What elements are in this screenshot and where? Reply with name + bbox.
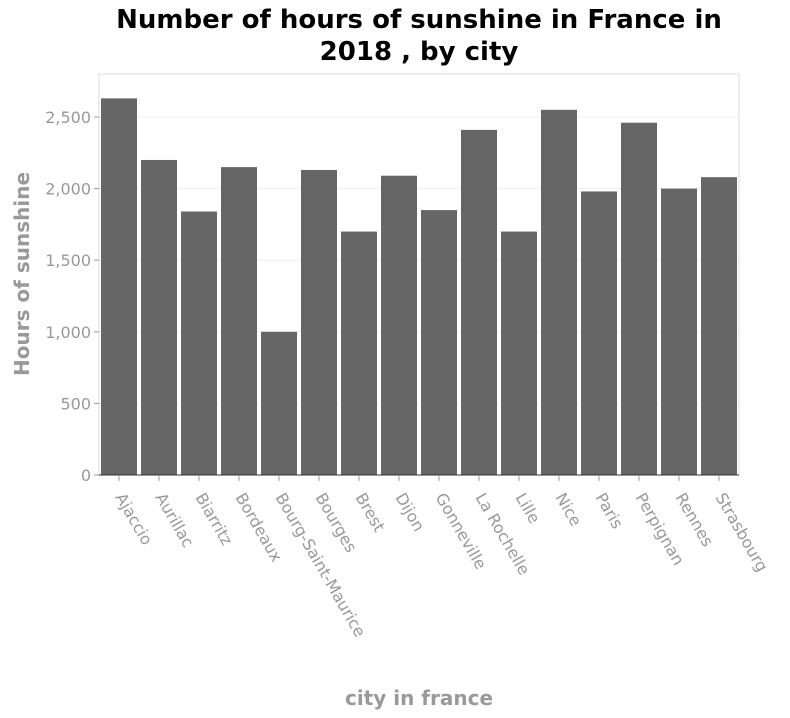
x-tick-label: Strasbourg (712, 490, 772, 575)
x-tick-label: Dijon (392, 490, 429, 535)
x-tick-label: Paris (592, 490, 628, 532)
chart-title: Number of hours of sunshine in France in… (0, 4, 790, 68)
y-tick-label: 2,000 (45, 180, 91, 199)
y-tick-label: 1,500 (45, 251, 91, 270)
bar-brest (341, 231, 377, 475)
bar-perpignan (621, 122, 657, 475)
x-tick-label: Lille (512, 490, 545, 527)
x-tick-label: Ajaccio (112, 490, 157, 549)
chart-title-line-1: Number of hours of sunshine in France in (116, 5, 722, 35)
y-tick-label: 500 (60, 394, 91, 413)
bar-bourges (301, 169, 337, 475)
x-tick-label: Brest (352, 490, 389, 536)
bar-dijon (381, 175, 417, 475)
bar-la-rochelle (461, 129, 497, 475)
y-axis-title: Hours of sunshine (10, 172, 34, 376)
bar-bourg-saint-maurice (261, 331, 297, 475)
bar-strasbourg (701, 177, 737, 476)
bar-biarritz (181, 211, 217, 475)
y-tick-label: 0 (81, 466, 91, 485)
y-tick-label: 1,000 (45, 323, 91, 342)
bar-ajaccio (101, 98, 137, 475)
bar-lille (501, 231, 537, 475)
bar-aurillac (141, 159, 177, 475)
y-tick-label: 2,500 (45, 108, 91, 127)
chart-title-line-2: 2018 , by city (319, 37, 519, 67)
bars (101, 98, 737, 476)
x-tick-label: Nice (552, 490, 586, 530)
bar-gonneville (421, 210, 457, 475)
x-axis-ticks: AjaccioAurillacBiarritzBordeauxBourg-Sai… (112, 475, 772, 640)
bar-paris (581, 191, 617, 476)
bar-bordeaux (221, 167, 257, 475)
y-axis-ticks: 0 500 1,000 1,500 2,000 2,500 (45, 108, 99, 485)
bar-rennes (661, 188, 697, 475)
x-tick-label: Aurillac (152, 490, 198, 551)
x-axis-title: city in france (345, 686, 493, 710)
x-tick-label: Biarritz (192, 490, 237, 549)
bar-nice (541, 109, 577, 475)
